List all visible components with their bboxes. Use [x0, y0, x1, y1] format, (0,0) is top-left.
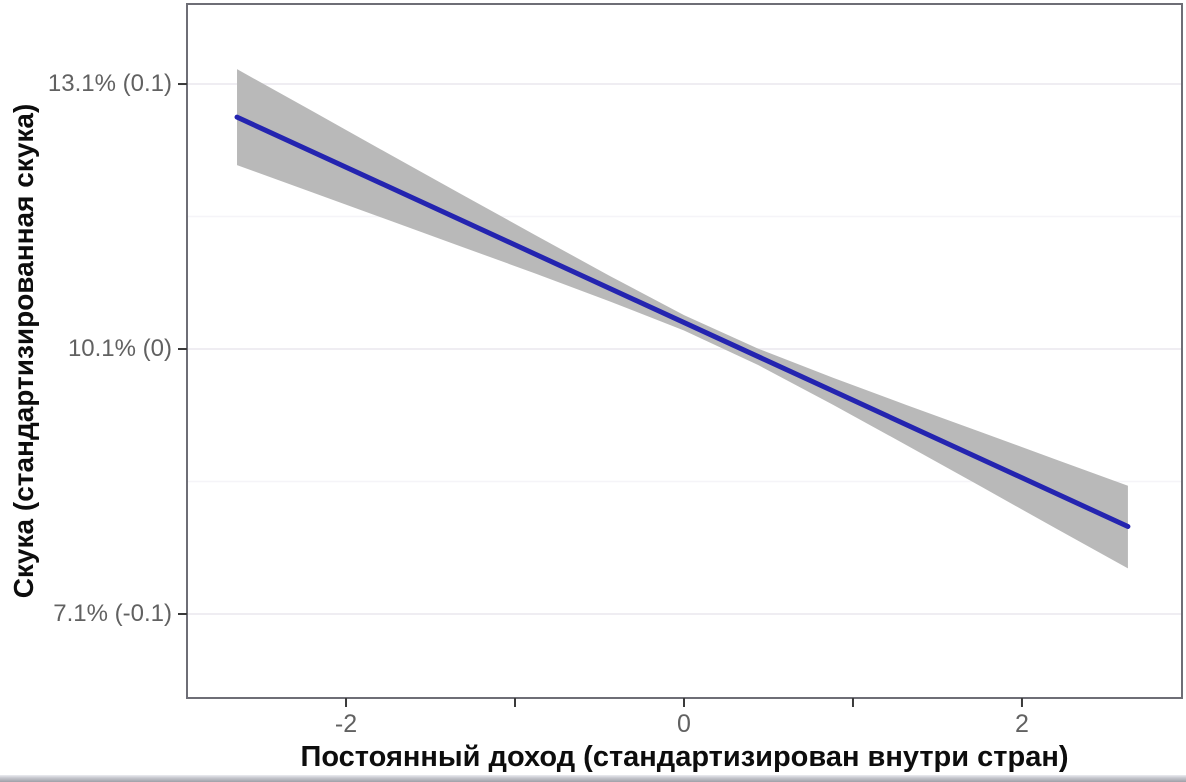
x-axis-title: Постоянный доход (стандартизирован внутр… — [300, 741, 1069, 773]
confidence-band — [237, 69, 1128, 569]
y-tick-label: 13.1% (0.1) — [47, 70, 172, 98]
x-tick-label: 2 — [1015, 710, 1029, 738]
x-tick-label: 0 — [677, 710, 691, 738]
regression-line — [234, 114, 1131, 529]
y-tick-label: 10.1% (0) — [67, 335, 172, 362]
y-tick-label: 7.1% (-0.1) — [53, 599, 172, 627]
x-tick-label: -2 — [334, 710, 358, 738]
panel-border — [186, 3, 1183, 699]
bottom-edge-strip — [0, 775, 1186, 782]
